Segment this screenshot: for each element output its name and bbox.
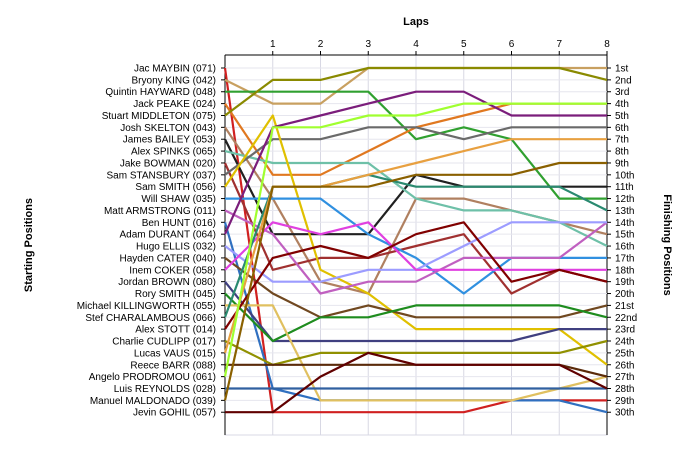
starting-position-label: Manuel MALDONADO (039) [90,396,216,407]
x-tick-label: 5 [461,39,467,50]
starting-position-label: Stef CHARALAMBOUS (066) [85,313,216,324]
starting-position-labels: Jac MAYBIN (071)Bryony KING (042)Quintin… [77,64,216,419]
starting-position-label: Jac MAYBIN (071) [134,64,216,75]
series-line [224,221,607,271]
series-line [224,339,608,366]
finishing-position-label: 9th [615,158,629,169]
starting-position-label: Reece BARR (088) [130,360,216,371]
finishing-position-label: 26th [615,360,634,371]
starting-position-label: Charlie CUDLIPP (017) [112,337,216,348]
finishing-position-label: 27th [615,372,634,383]
finishing-position-label: 7th [615,135,629,146]
starting-position-label: Will SHAW (035) [141,194,216,205]
series-line [223,162,608,295]
finishing-position-label: 13th [615,206,634,217]
finishing-position-label: 10th [615,170,634,181]
starting-position-label: Stuart MIDDLETON (075) [102,111,216,122]
starting-position-label: Lucas VAUS (015) [134,348,216,359]
starting-position-label: Jack PEAKE (024) [133,99,216,110]
finishing-position-label: 22nd [615,313,637,324]
x-tick-label: 1 [270,39,276,50]
starting-position-label: Rory SMITH (045) [135,289,216,300]
series-lines [223,66,608,414]
x-axis-title: Laps [403,16,429,28]
starting-position-label: James BAILEY (053) [123,135,216,146]
finishing-position-label: 30th [615,408,634,419]
starting-position-label: Quintin HAYWARD (048) [105,87,216,98]
x-tick-label: 3 [365,39,371,50]
finishing-position-label: 4th [615,99,629,110]
y-axis-title-right: Finishing Positions [661,194,673,295]
finishing-position-label: 20th [615,289,634,300]
series-line [224,126,607,176]
series-line [225,90,607,200]
starting-position-label: Matt ARMSTRONG (011) [104,206,216,217]
x-tick-label: 4 [413,39,419,50]
finishing-position-label: 11th [615,182,634,193]
series-line [224,114,608,366]
finishing-position-label: 23rd [615,325,635,336]
starting-position-label: Jake BOWMAN (020) [120,158,216,169]
starting-position-label: Michael KILLINGWORTH (055) [77,301,216,312]
series-line [224,66,608,117]
finishing-position-label: 16th [615,242,634,253]
starting-position-label: Alex STOTT (014) [135,325,216,336]
starting-position-label: Ben HUNT (016) [142,218,216,229]
finishing-position-label: 6th [615,123,629,134]
finishing-position-label: 8th [615,147,629,158]
series-line [223,102,607,377]
x-tick-label: 6 [509,39,515,50]
finishing-position-label: 2nd [615,75,632,86]
finishing-position-label: 3rd [615,87,629,98]
starting-position-label: Sam STANSBURY (037) [107,170,216,181]
x-tick-labels: 1 2 3 4 5 6 7 8 [270,39,610,55]
series-line [225,304,608,402]
finishing-position-label: 21st [615,301,634,312]
series-line [223,161,607,401]
finishing-position-label: 19th [615,277,634,288]
finishing-position-label: 29th [615,396,634,407]
x-tick-label: 2 [318,39,324,50]
series-line [224,257,608,319]
starting-position-label: Josh SKELTON (043) [120,123,216,134]
finishing-position-label: 24th [615,337,634,348]
finishing-position-label: 25th [615,348,634,359]
finishing-position-label: 28th [615,384,634,395]
series-line [223,90,607,235]
starting-position-label: Bryony KING (042) [132,75,216,86]
finishing-position-label: 14th [615,218,634,229]
starting-position-label: Jordan BROWN (080) [118,277,216,288]
finishing-position-label: 18th [615,265,634,276]
finishing-position-label: 15th [615,230,634,241]
starting-position-label: Jevin GOHIL (057) [133,408,216,419]
x-tick-label: 7 [556,39,562,50]
finishing-position-labels: 1st2nd3rd4th5th6th7th8th9th10th11th12th1… [615,64,637,419]
starting-position-label: Hugo ELLIS (032) [136,242,216,253]
starting-position-label: Angelo PRODROMOU (061) [89,372,216,383]
starting-position-label: Adam DURANT (064) [119,230,216,241]
starting-position-label: Luis REYNOLDS (028) [114,384,216,395]
series-line [224,281,607,343]
starting-position-label: Inem COKER (058) [129,265,216,276]
finishing-position-label: 17th [615,253,634,264]
finishing-position-label: 1st [615,64,629,75]
series-line [225,351,608,414]
finishing-position-label: 12th [615,194,634,205]
series-line [224,150,608,247]
x-tick-label: 8 [604,39,610,50]
y-axis-title-left: Starting Positions [23,198,35,292]
starting-position-label: Alex SPINKS (065) [131,147,216,158]
series-line [224,292,608,343]
starting-position-label: Hayden CATER (040) [119,253,216,264]
finishing-position-label: 5th [615,111,629,122]
starting-position-label: Sam SMITH (056) [135,182,216,193]
series-line [224,221,608,330]
